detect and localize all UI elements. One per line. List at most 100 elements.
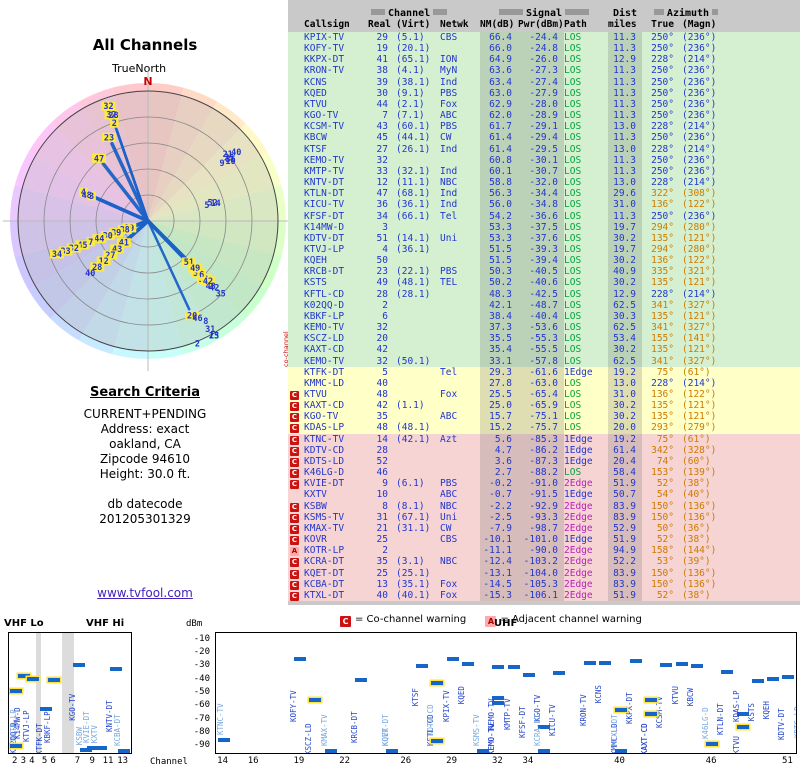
callsign[interactable]: KGO-TV — [304, 411, 339, 423]
callsign[interactable]: KPIX-TV — [304, 32, 345, 43]
signal-bar-label: KTNC-TV — [216, 703, 225, 736]
callsign[interactable]: KDTS-LD — [304, 455, 345, 467]
real-channel: 36 — [376, 199, 388, 211]
callsign[interactable]: K14MW-D — [304, 221, 345, 233]
azimuth-magnetic: (136°) — [682, 567, 717, 579]
callsign[interactable]: KCSM-TV — [304, 121, 345, 133]
callsign[interactable]: KQEH — [304, 255, 327, 267]
callsign[interactable]: K46LG-D — [304, 467, 345, 479]
callsign[interactable]: KTSF — [304, 143, 327, 155]
power-dbm: -24.4 — [518, 32, 564, 44]
power-dbm: -27.4 — [518, 76, 564, 88]
power-dbm: -26.0 — [518, 54, 564, 66]
callsign[interactable]: KDTV-DT — [304, 232, 345, 244]
callsign[interactable]: KTLN-DT — [304, 188, 345, 200]
tvfool-link[interactable]: www.tvfool.com — [97, 586, 193, 600]
callsign[interactable]: KKPX-DT — [304, 54, 345, 66]
callsign[interactable]: KQET-DT — [304, 567, 345, 579]
callsign[interactable]: KTNC-TV — [304, 433, 345, 445]
callsign[interactable]: KCNS — [304, 76, 327, 88]
callsign[interactable]: KTXL-DT — [304, 589, 345, 601]
signal-bar-label: KRON-TV — [578, 694, 588, 726]
signal-bar — [18, 674, 31, 679]
callsign[interactable]: KEMO-TV — [304, 322, 345, 334]
callsign[interactable]: KFTL-CD — [304, 288, 345, 300]
signal-bar-label: KSCZ-LD — [304, 723, 314, 754]
network — [440, 322, 480, 333]
network: Ind — [440, 165, 458, 177]
callsign[interactable]: KICU-TV — [304, 199, 345, 211]
callsign[interactable]: KOFY-TV — [304, 43, 345, 55]
callsign[interactable]: KQED — [304, 87, 327, 99]
network: Tel — [440, 210, 458, 222]
callsign[interactable]: KDTV-CD — [304, 444, 345, 456]
svg-text:28: 28 — [92, 263, 102, 273]
noise-margin: 60.1 — [480, 165, 518, 178]
callsign[interactable]: KSBW — [304, 500, 327, 512]
azimuth-true: 250° — [651, 32, 674, 43]
path: 1Edge — [564, 366, 593, 378]
real-channel: 3 — [382, 221, 388, 233]
path: 2Edge — [564, 589, 593, 601]
callsign[interactable]: KAXT-CD — [304, 400, 345, 412]
network: PBS — [440, 266, 458, 278]
signal-bar-label: KDTS-LD — [792, 706, 797, 738]
path: 2Edge — [564, 522, 593, 534]
callsign[interactable]: KTFK-DT — [304, 366, 345, 378]
table-row: C KOVR 25 CBS -10.1 -101.0 1Edge 51.9 52° (38°) — [288, 534, 800, 546]
callsign[interactable]: KSMS-TV — [304, 511, 345, 523]
azimuth-magnetic: (236°) — [682, 65, 717, 77]
azimuth-true: 135° — [651, 277, 674, 289]
power-dbm: -86.2 — [518, 444, 564, 456]
azimuth-true: 136° — [651, 255, 674, 267]
channel-tick: 19 — [293, 756, 305, 766]
power-dbm: -65.9 — [518, 400, 564, 412]
callsign[interactable]: KCBA-DT — [304, 578, 345, 590]
callsign[interactable]: KRON-TV — [304, 65, 345, 77]
virtual-channel — [394, 344, 440, 355]
callsign[interactable]: KRCB-DT — [304, 266, 345, 278]
path: LOS — [564, 110, 582, 122]
svg-text:20: 20 — [187, 312, 197, 322]
distance-miles: 50.7 — [608, 489, 642, 501]
callsign[interactable]: KBCW — [304, 132, 327, 144]
callsign[interactable]: KNTV-DT — [304, 177, 345, 189]
distance-miles: 20.0 — [608, 422, 642, 434]
callsign[interactable]: KMMC-LD — [304, 377, 345, 389]
co-channel-warning-icon: C — [340, 616, 351, 627]
callsign[interactable]: KXTV — [304, 489, 327, 501]
signal-bar — [583, 660, 596, 665]
network: Tel — [440, 366, 458, 378]
callsign[interactable]: KOVR — [304, 534, 327, 546]
distance-miles: 11.3 — [608, 154, 642, 166]
callsign[interactable]: KTVU — [304, 389, 327, 400]
callsign[interactable]: KSCZ-LD — [304, 333, 345, 345]
real-channel: 25 — [376, 534, 388, 546]
svg-text:40: 40 — [231, 148, 241, 158]
callsign[interactable]: KEMO-TV — [304, 355, 345, 367]
table-row: KRON-TV 38 (4.1) MyN 63.6 -27.3 LOS 11.3 250° (23… — [288, 65, 800, 77]
callsign[interactable]: KEMO-TV — [304, 154, 345, 166]
callsign[interactable]: KVIE-DT — [304, 478, 345, 490]
uhf-label: UHF — [494, 618, 518, 629]
channel-tick: 11 — [102, 756, 114, 766]
callsign[interactable]: KTVU — [304, 98, 327, 110]
co-channel-warning-badge: C — [290, 402, 299, 412]
path: LOS — [564, 121, 582, 133]
callsign[interactable]: KGO-TV — [304, 110, 339, 122]
callsign[interactable]: KFSF-DT — [304, 210, 345, 222]
noise-margin: -12.4 — [480, 556, 518, 568]
callsign[interactable]: KBKF-LP — [304, 310, 345, 322]
callsign[interactable]: KTVJ-LP — [304, 243, 345, 255]
callsign[interactable]: KOTR-LP — [304, 545, 345, 557]
callsign[interactable]: KCRA-DT — [304, 556, 345, 568]
callsign[interactable]: KMAX-TV — [304, 522, 345, 534]
callsign[interactable]: KMTP-TV — [304, 165, 345, 177]
noise-margin: -0.7 — [480, 489, 518, 501]
callsign[interactable]: K02QQ-D — [304, 299, 345, 311]
callsign[interactable]: KDAS-LP — [304, 422, 345, 434]
table-row: C KVIE-DT 9 (6.1) PBS -0.2 -91.0 2Edge 51.9 52° (3… — [288, 478, 800, 490]
svg-text:46: 46 — [192, 314, 202, 324]
callsign[interactable]: KAXT-CD — [304, 344, 345, 356]
callsign[interactable]: KSTS — [304, 277, 327, 289]
